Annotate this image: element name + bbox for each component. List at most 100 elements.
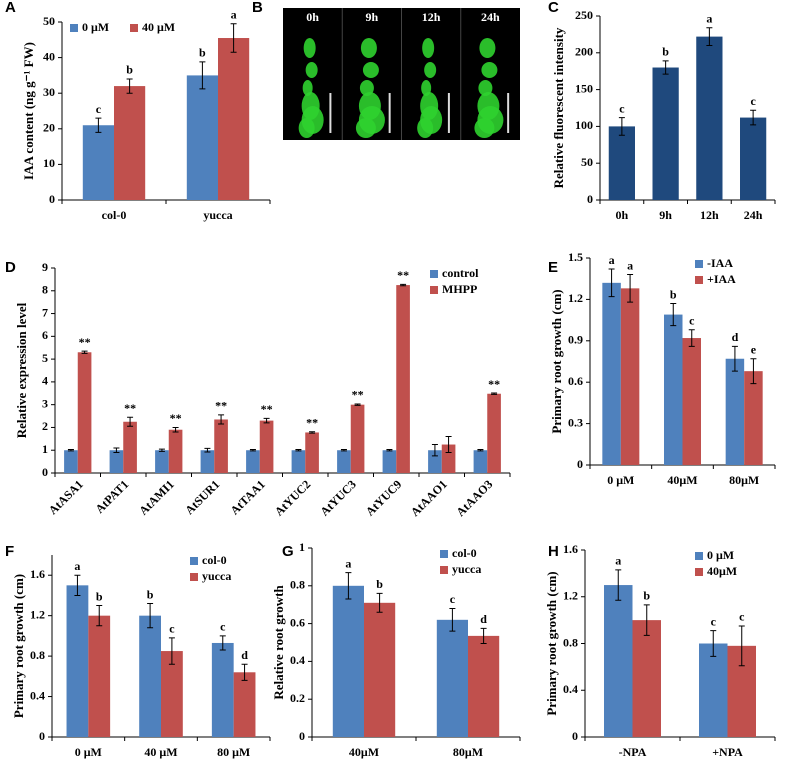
legend-swatch — [430, 286, 438, 294]
error-bar — [81, 350, 88, 354]
legend-label: control — [442, 266, 479, 280]
error-bar — [345, 572, 352, 600]
y-tick-label: 0 — [299, 729, 305, 743]
panel-label: H — [548, 543, 559, 560]
x-tick-label: yucca — [203, 208, 232, 222]
y-axis-label: IAA content (ng g⁻¹ FW) — [21, 42, 36, 180]
error-bar — [340, 449, 347, 452]
root-fluorescence — [421, 80, 432, 96]
significance-label: d — [732, 330, 739, 344]
significance-label: ** — [488, 377, 500, 391]
legend-label: col-0 — [452, 546, 477, 560]
y-tick-label: 4 — [42, 374, 48, 388]
bar — [109, 450, 124, 473]
y-tick-label: 50 — [581, 155, 593, 169]
bar — [364, 602, 396, 737]
bar — [699, 643, 728, 737]
y-tick-label: 0 — [572, 729, 578, 743]
bar — [200, 450, 215, 473]
y-tick-label: 0.9 — [568, 333, 583, 347]
bar — [291, 450, 306, 473]
error-bar — [670, 303, 677, 327]
error-bar — [113, 447, 120, 453]
bar — [305, 432, 319, 473]
frame-label: 12h — [422, 10, 441, 24]
y-tick-label: 30 — [43, 85, 55, 99]
bar — [725, 358, 745, 465]
significance-label: c — [739, 610, 745, 624]
significance-label: b — [199, 46, 206, 60]
error-bar — [750, 358, 757, 385]
error-bar — [431, 444, 438, 457]
panel-label: A — [5, 0, 16, 16]
y-tick-label: 50 — [43, 14, 55, 28]
bar — [350, 404, 365, 473]
root-fluorescence — [298, 118, 315, 138]
significance-label: b — [670, 287, 677, 301]
legend-swatch — [440, 566, 448, 574]
bar — [382, 450, 397, 473]
legend-swatch — [130, 24, 138, 32]
error-bar — [354, 403, 361, 406]
y-tick-label: 1 — [299, 540, 305, 554]
y-tick-label: 0.8 — [290, 578, 305, 592]
bar — [740, 117, 767, 200]
y-axis-label: Relative expression level — [14, 302, 29, 438]
y-tick-label: 0.6 — [568, 374, 583, 388]
root-fluorescence — [359, 80, 374, 96]
y-tick-label: 6 — [42, 328, 48, 342]
x-tick-label: -NPA — [619, 745, 647, 759]
bar — [123, 421, 137, 473]
x-tick-label: AtTAA1 — [227, 477, 267, 517]
bar — [161, 651, 183, 737]
frame-label: 24h — [481, 10, 500, 24]
y-tick-label: 0 — [577, 457, 583, 471]
bar — [77, 352, 92, 473]
x-tick-label: AtSUR1 — [182, 477, 222, 517]
y-tick-label: 0.4 — [290, 653, 305, 667]
bar — [246, 450, 260, 473]
x-tick-label: AtYUC3 — [317, 477, 358, 518]
significance-label: ** — [79, 335, 91, 349]
significance-label: ** — [352, 388, 364, 402]
error-bar — [480, 627, 487, 644]
error-bar — [449, 607, 456, 632]
error-bar — [491, 392, 498, 395]
significance-label: c — [619, 101, 625, 115]
bar — [682, 338, 701, 465]
y-tick-label: 1.6 — [30, 567, 45, 581]
y-axis-label: Primary root growth (cm) — [549, 289, 564, 433]
x-tick-label: AtASA1 — [46, 477, 86, 517]
bar — [332, 585, 364, 737]
significance-label: ** — [261, 402, 273, 416]
panel-label: B — [252, 0, 263, 16]
root-fluorescence — [305, 62, 318, 78]
root-fluorescence — [360, 38, 377, 58]
error-bar — [126, 78, 133, 94]
error-bar — [731, 345, 738, 372]
y-tick-label: 0.3 — [568, 415, 583, 429]
x-tick-label: 80μM — [729, 473, 759, 487]
bar — [468, 635, 500, 737]
significance-label: b — [376, 577, 383, 591]
significance-label: c — [450, 592, 456, 606]
x-tick-label: 40μM — [349, 745, 379, 759]
error-bar — [608, 268, 615, 298]
bar — [64, 450, 78, 473]
y-tick-label: 0 — [49, 192, 55, 206]
x-tick-label: 12h — [700, 208, 719, 222]
root-fluorescence — [303, 38, 316, 58]
y-tick-label: 0.6 — [290, 615, 305, 629]
root-fluorescence — [422, 38, 435, 58]
error-bar — [230, 23, 237, 53]
error-bar — [218, 414, 225, 425]
error-bar — [263, 417, 270, 424]
error-bar — [706, 27, 713, 46]
legend-label: 40μM — [707, 564, 737, 578]
error-bar — [477, 449, 484, 452]
root-fluorescence — [424, 62, 437, 78]
error-bar — [127, 416, 134, 427]
frame-label: 9h — [366, 10, 379, 24]
error-bar — [445, 436, 452, 453]
